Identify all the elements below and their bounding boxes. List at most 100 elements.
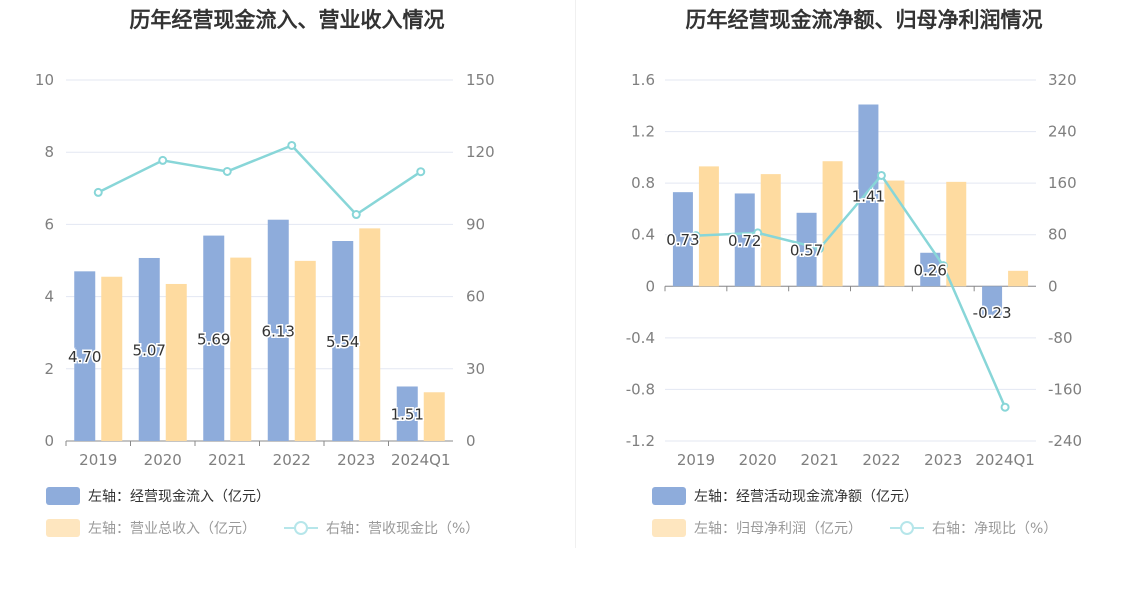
left-axis-tick-label: -1.2 xyxy=(626,432,655,450)
bar-data-label: 5.69 xyxy=(197,330,230,348)
bar-cash-inflow xyxy=(396,386,418,441)
x-axis-category-label: 2020 xyxy=(144,451,182,469)
left-axis-tick-label: 10 xyxy=(35,71,54,89)
bar-revenue xyxy=(359,228,381,441)
x-axis-category-label: 2024Q1 xyxy=(975,451,1035,469)
bar-revenue xyxy=(294,260,316,441)
right-axis-tick-label: 90 xyxy=(466,215,485,233)
right-axis-tick-label: 30 xyxy=(466,360,485,378)
bar-revenue xyxy=(230,257,252,441)
bar-cash-inflow xyxy=(138,257,160,441)
bar-net-profit xyxy=(1008,270,1029,287)
left-axis-tick-label: 0.8 xyxy=(631,174,655,192)
bar-net-profit xyxy=(822,161,843,287)
x-axis-category-label: 2023 xyxy=(924,451,962,469)
bar-data-label: 0.72 xyxy=(728,232,761,250)
left-axis-tick-label: 6 xyxy=(44,215,54,233)
right-axis-tick-label: 320 xyxy=(1048,71,1077,89)
legend-item-net-cash[interactable]: 左轴：经营活动现金流净额（亿元） xyxy=(652,486,918,506)
right-axis-tick-label: 120 xyxy=(466,143,495,161)
bar-net-cash-flow xyxy=(982,286,1003,316)
bar-cash-inflow xyxy=(267,219,289,441)
legend-label: 左轴：营业总收入（亿元） xyxy=(88,521,256,537)
legend-label: 右轴：净现比（%） xyxy=(932,521,1058,537)
x-axis-category-label: 2022 xyxy=(273,451,311,469)
bar-net-cash-flow xyxy=(920,252,941,287)
ratio-point xyxy=(1000,402,1010,412)
cash-inflow-revenue-chart: 0 2 4 6 8 10 0 30 60 90 120 150 2019 2020 2021 2022 2023… xyxy=(35,71,495,469)
left-axis-tick-label: 2 xyxy=(44,360,54,378)
ratio-point xyxy=(287,140,297,150)
cash-inflow-revenue-panel: 历年经营现金流入、营业收入情况 0 2 4 6 8 10 0 30 60 90 120 150 2019… xyxy=(35,8,507,538)
right-axis-tick-label: 60 xyxy=(466,288,485,306)
x-axis-category-label: 2020 xyxy=(739,451,777,469)
legend-swatch-yellow xyxy=(652,519,686,537)
bar-data-label: 0.26 xyxy=(914,262,947,280)
chart-title: 历年经营现金流净额、归母净利润情况 xyxy=(685,8,1043,32)
bar-data-label: 0.73 xyxy=(666,231,699,249)
ratio-point xyxy=(158,155,168,165)
left-axis-tick-label: 1.2 xyxy=(631,123,655,141)
net-cash-profit-panel: 历年经营现金流净额、归母净利润情况 -1.2 -0.8 -0.4 0 0.4 0.8 1.2… xyxy=(577,0,1148,589)
legend-row-1: 左轴：经营现金流入（亿元） xyxy=(46,486,298,506)
ratio-line xyxy=(695,173,1007,408)
left-axis-tick-label: -0.4 xyxy=(626,329,655,347)
x-axis-category-label: 2024Q1 xyxy=(391,451,451,469)
net-cash-profit-chart: -1.2 -0.8 -0.4 0 0.4 0.8 1.2 1.6 -240 -160 -80 0 80 1… xyxy=(626,71,1082,469)
ratio-point xyxy=(876,170,886,180)
ratio-point xyxy=(753,228,763,238)
legend-line-icon xyxy=(890,519,924,537)
bar-data-label: 1.41 xyxy=(852,187,885,205)
bar-cash-inflow xyxy=(203,235,225,441)
bar-revenue xyxy=(101,276,123,441)
right-axis-tick-label: -240 xyxy=(1048,432,1082,450)
legend-label: 右轴：营收现金比（%） xyxy=(326,521,480,537)
bar-cash-inflow xyxy=(332,241,354,441)
bar-data-label: -0.23 xyxy=(973,304,1012,322)
right-axis-tick-label: 80 xyxy=(1048,226,1067,244)
bar-net-cash-flow xyxy=(858,104,879,287)
bar-data-label: 5.07 xyxy=(133,341,166,359)
ratio-point xyxy=(815,243,825,253)
x-axis-category-label: 2023 xyxy=(337,451,375,469)
right-axis-tick-label: 160 xyxy=(1048,174,1077,192)
right-axis-tick-label: -80 xyxy=(1048,329,1073,347)
x-axis-category-label: 2021 xyxy=(208,451,246,469)
ratio-point xyxy=(351,210,361,220)
ratio-point xyxy=(416,167,426,177)
chart-title: 历年经营现金流入、营业收入情况 xyxy=(129,8,445,32)
legend-item-ratio[interactable]: 右轴：营收现金比（%） xyxy=(284,518,479,538)
legend-row-2: 左轴：营业总收入（亿元） 右轴：营收现金比（%） xyxy=(46,518,507,538)
bar-revenue xyxy=(165,283,187,441)
panel-divider xyxy=(575,0,576,548)
x-axis-category-label: 2019 xyxy=(677,451,715,469)
legend-row-1: 左轴：经营活动现金流净额（亿元） xyxy=(652,486,946,506)
bar-net-cash-flow xyxy=(672,192,693,287)
legend-label: 左轴：经营活动现金流净额（亿元） xyxy=(694,489,918,505)
bar-data-label: 0.57 xyxy=(790,242,823,260)
ratio-point xyxy=(938,261,948,271)
right-axis-tick-label: -160 xyxy=(1048,380,1082,398)
legend-item-net-cash-ratio[interactable]: 右轴：净现比（%） xyxy=(890,518,1057,538)
right-axis-tick-label: 0 xyxy=(1048,277,1058,295)
ratio-point xyxy=(691,231,701,241)
legend-item-cash-inflow[interactable]: 左轴：经营现金流入（亿元） xyxy=(46,486,270,506)
ratio-line xyxy=(97,143,422,217)
x-axis-category-label: 2019 xyxy=(79,451,117,469)
left-axis-tick-label: 4 xyxy=(44,288,54,306)
left-axis-tick-label: 0.4 xyxy=(631,226,655,244)
left-axis-tick-label: 0 xyxy=(44,432,54,450)
right-axis-tick-label: 150 xyxy=(466,71,495,89)
x-axis-category-label: 2021 xyxy=(800,451,838,469)
bar-cash-inflow xyxy=(74,271,96,441)
bar-data-label: 5.54 xyxy=(326,333,359,351)
legend-item-net-profit[interactable]: 左轴：归母净利润（亿元） xyxy=(652,518,862,538)
legend-label: 左轴：经营现金流入（亿元） xyxy=(88,489,270,505)
legend-item-revenue[interactable]: 左轴：营业总收入（亿元） xyxy=(46,518,256,538)
legend-swatch-blue xyxy=(652,487,686,505)
legend-swatch-blue xyxy=(46,487,80,505)
legend-label: 左轴：归母净利润（亿元） xyxy=(694,521,862,537)
bar-data-label: 6.13 xyxy=(262,322,295,340)
ratio-point xyxy=(222,166,232,176)
left-axis-tick-label: -0.8 xyxy=(626,380,655,398)
